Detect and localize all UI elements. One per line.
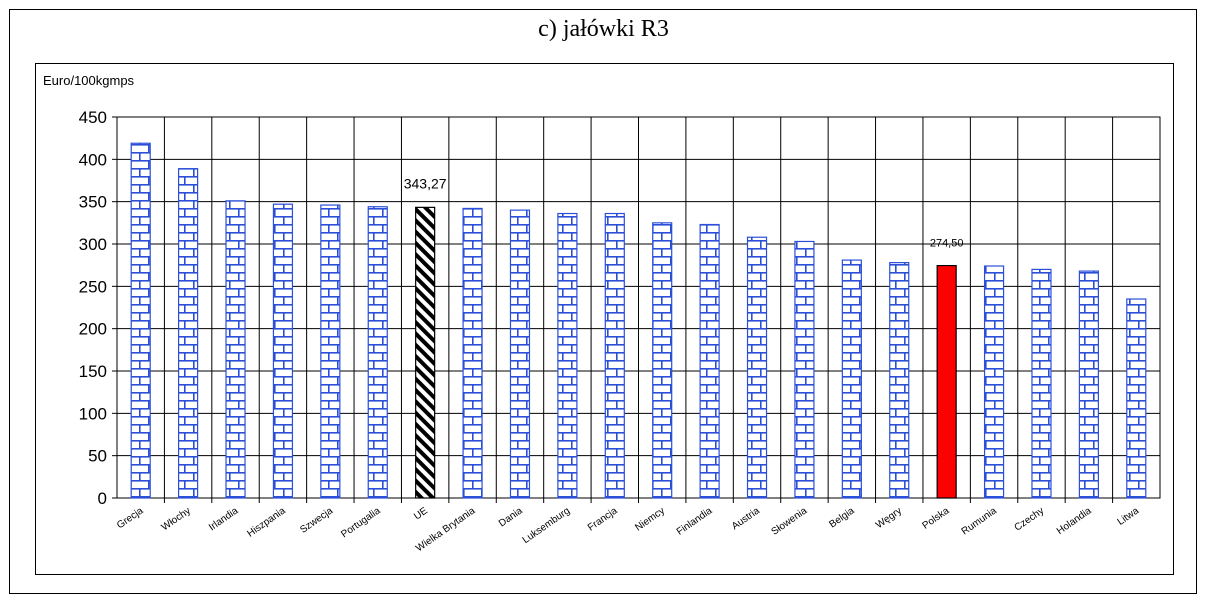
bar-holandia (1078, 270, 1099, 499)
bar-słowenia (794, 240, 815, 499)
y-tick-label: 200 (79, 320, 107, 339)
y-axis-label: Euro/100kgmps (43, 73, 135, 88)
data-label-ue: 343,27 (404, 175, 447, 191)
bar-irlandia (225, 200, 246, 499)
x-tick-label: Szwecja (298, 505, 335, 536)
bar-hiszpania (272, 203, 294, 499)
bar-luksemburg (557, 212, 578, 499)
y-tick-label: 100 (79, 404, 107, 423)
x-tick-label: Francja (586, 505, 620, 533)
bar-włochy (178, 168, 199, 499)
bar-węgry (889, 262, 910, 499)
bar-finlandia (699, 223, 720, 499)
y-tick-label: 350 (79, 193, 107, 212)
bar-szwecja (320, 204, 341, 499)
y-tick-label: 300 (79, 235, 107, 254)
x-tick-label: Polska (920, 505, 951, 531)
bar-belgia (841, 259, 862, 499)
x-tick-label: Luksemburg (521, 505, 572, 546)
bar-portugalia (367, 206, 388, 499)
x-tick-label: Portugalia (339, 505, 383, 540)
x-tick-label: Holandia (1055, 505, 1094, 537)
x-tick-label: Litwa (1116, 505, 1142, 528)
x-tick-label: Hiszpania (245, 505, 288, 539)
plot-area-border (35, 63, 1174, 575)
x-tick-label: Belgia (827, 505, 856, 530)
x-tick-label: Dania (497, 505, 525, 529)
y-tick-label: 0 (98, 489, 107, 508)
bar-litwa (1126, 298, 1147, 499)
x-tick-label: Czechy (1013, 505, 1047, 533)
bar-dania (509, 209, 531, 499)
x-tick-label: Finlandia (675, 505, 715, 538)
bar-ue (415, 206, 436, 499)
x-tick-label: Grecja (115, 505, 146, 531)
y-tick-label: 50 (88, 447, 107, 466)
x-tick-label: Irlandia (207, 505, 241, 533)
bar-wielka-brytania (462, 207, 483, 499)
bar-rumunia (983, 265, 1005, 499)
x-tick-label: Austria (730, 505, 762, 532)
x-tick-label: UE (412, 505, 430, 522)
bar-francja (604, 212, 625, 499)
data-label-polska: 274,50 (930, 238, 964, 250)
y-tick-label: 150 (79, 362, 107, 381)
x-tick-label: Słowenia (770, 505, 810, 538)
bar-niemcy (652, 222, 673, 499)
y-tick-label: 400 (79, 150, 107, 169)
bars (130, 142, 1147, 499)
y-tick-label: 450 (79, 108, 107, 127)
x-tick-label: Niemcy (633, 505, 667, 533)
bar-grecja (130, 142, 151, 499)
x-tick-label: Włochy (160, 505, 193, 533)
bar-czechy (1031, 268, 1052, 499)
chart-title: c) jałówki R3 (538, 16, 669, 42)
y-tick-label: 250 (79, 277, 107, 296)
x-tick-label: Rumunia (960, 505, 999, 537)
bar-polska (936, 264, 957, 499)
x-tick-label: Węgry (874, 505, 904, 531)
bar-austria (746, 236, 768, 499)
